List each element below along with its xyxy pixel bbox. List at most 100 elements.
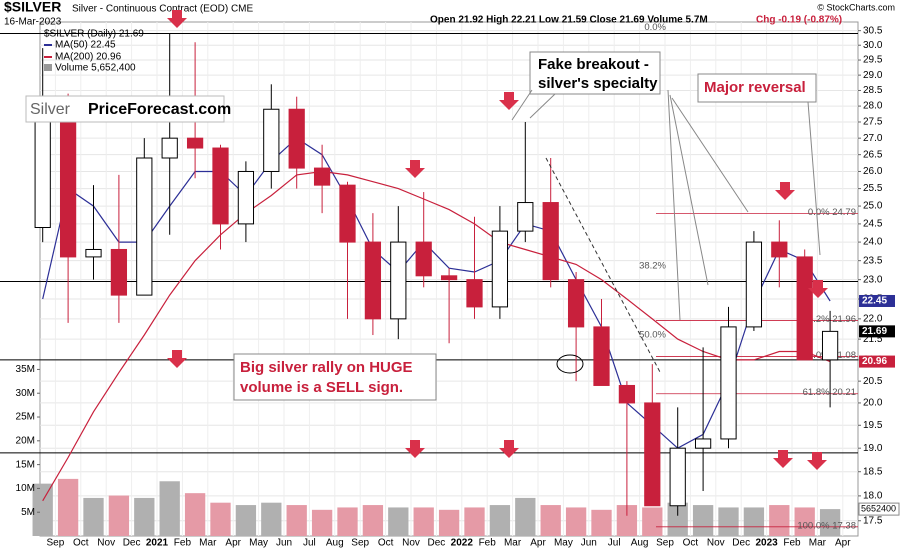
volume-bar (515, 497, 536, 536)
volume-bar (311, 509, 333, 536)
y-tick-label: 20.5 (863, 376, 883, 387)
candle-body (364, 241, 382, 320)
highlight-circle (556, 354, 584, 374)
x-tick-label: Dec (428, 538, 446, 549)
x-tick-label: 2023 (755, 538, 778, 549)
trend-line (545, 157, 661, 373)
connector (807, 101, 821, 256)
candle-body (339, 184, 356, 243)
connector (511, 89, 749, 321)
axes: 17.518.018.519.019.520.020.521.021.522.0… (16, 25, 900, 549)
candle-body (110, 248, 128, 296)
y-tick-label: 30.0 (863, 40, 883, 51)
annotation-box (697, 73, 817, 103)
x-tick-label: May (249, 538, 268, 549)
candle-body (34, 118, 51, 229)
volume-bar (464, 507, 485, 536)
y-tick-label: 19.5 (863, 420, 883, 431)
price-tag-box (859, 325, 895, 338)
volume-bar (235, 505, 257, 536)
volume-bar (642, 507, 663, 536)
candle-body (542, 202, 559, 281)
volume-bar (489, 505, 511, 536)
arrow (405, 160, 425, 178)
price-tag-box (859, 294, 895, 307)
volume-bar (438, 509, 460, 536)
volume-bar (819, 509, 841, 536)
ma-line (42, 170, 831, 502)
annotation-text: silver's specialty (538, 75, 658, 92)
annotation-text: Fake breakout - (538, 56, 649, 73)
x-tick-label: Nov (402, 538, 420, 549)
candle-body (618, 384, 636, 404)
price-tag: 22.45 (862, 296, 887, 307)
y-tick-label: 26.5 (863, 149, 883, 160)
annotation-box (233, 353, 437, 401)
arrow (167, 10, 187, 28)
x-tick-label: Aug (631, 538, 649, 549)
candle-body (85, 248, 102, 258)
y2-tick-label: 15M (16, 459, 35, 470)
y2-tick-label: 20M (16, 435, 35, 446)
quote: Open 21.92 High 22.21 Low 21.59 Close 21… (430, 15, 708, 26)
ma-line (42, 137, 831, 449)
x-tick-label: May (554, 538, 573, 549)
y-tick-label: 25.0 (863, 201, 883, 212)
volume-bar (794, 507, 815, 536)
volume-bar (83, 497, 104, 536)
annotation-fake-breakout: Fake breakout - silver's specialty (511, 51, 749, 321)
volume-bar (286, 505, 307, 536)
fib-label: 61.8% 20.21 (803, 387, 856, 398)
x-tick-label: Feb (783, 538, 801, 549)
candle-body (237, 170, 255, 225)
volume-bar (362, 505, 384, 536)
y-tick-label: 27.5 (863, 117, 883, 128)
y-tick-label: 25.5 (863, 183, 883, 194)
arrow (807, 452, 827, 470)
y-tick-label: 23.5 (863, 255, 883, 266)
y2-tick-label: 30M (16, 388, 35, 399)
x-tick-label: Jun (276, 538, 292, 549)
legend-swatch (44, 64, 52, 71)
x-tick-label: Feb (479, 538, 497, 549)
candle-body (136, 157, 153, 296)
volume-bar (540, 505, 561, 536)
y-tick-label: 24.0 (863, 237, 883, 248)
candle-body (161, 137, 178, 159)
x-tick-label: Aug (326, 538, 344, 549)
candle-body (288, 108, 305, 169)
candle-body (821, 330, 839, 361)
candle-body (263, 108, 280, 172)
candle-body (390, 241, 407, 320)
x-tick-label: Mar (504, 538, 522, 549)
y-tick-label: 20.0 (863, 398, 883, 409)
candle-body (186, 137, 204, 149)
arrow (808, 280, 828, 298)
x-tick-label: Apr (530, 538, 546, 549)
candle-body (466, 279, 483, 308)
y-tick-label: 28.0 (863, 101, 883, 112)
y-tick-label: 18.0 (863, 491, 883, 502)
logo-text: Silver (30, 101, 71, 118)
x-tick-label: Mar (199, 538, 217, 549)
fib-label: 50.0% (639, 330, 666, 341)
x-tick-label: Oct (378, 538, 394, 549)
volume-bar (565, 507, 587, 536)
candle-body (567, 279, 585, 328)
logo-box (25, 95, 225, 123)
y-tick-label: 18.5 (863, 466, 883, 477)
volume-bar (134, 497, 155, 536)
arrow (499, 440, 519, 458)
volume-bar (388, 507, 409, 536)
logo-text: PriceForecast.com (88, 101, 231, 118)
fib-label: 38.2% 21.96 (803, 314, 856, 325)
candle-body (796, 256, 813, 361)
candle-body (771, 241, 788, 258)
annotation-text: Major reversal (704, 79, 806, 96)
arrow (775, 182, 795, 200)
volume-bar (413, 507, 434, 536)
volume-bar (210, 502, 231, 536)
x-tick-label: Sep (47, 538, 65, 549)
y-tick-label: 19.0 (863, 443, 883, 454)
x-tick-label: Oct (683, 538, 699, 549)
